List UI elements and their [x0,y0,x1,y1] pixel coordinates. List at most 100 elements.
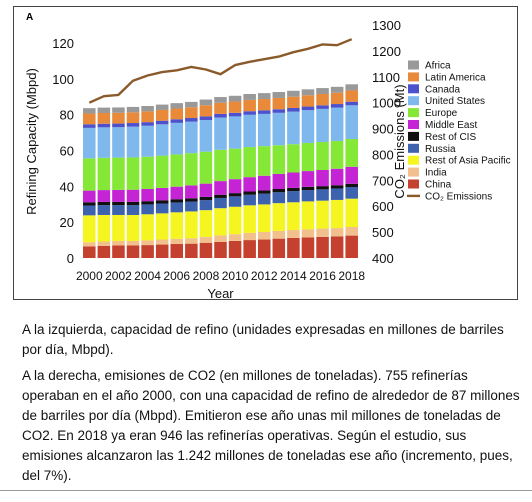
bar-segment [170,202,184,213]
bar-segment [287,202,300,231]
bar-segment [243,232,256,241]
bar-segment [170,238,184,245]
legend-label: China [425,180,452,191]
bar-segment [126,205,140,215]
bar-segment [243,114,256,148]
bar-segment [287,144,300,173]
bar-segment [185,101,198,108]
bar-segment [243,99,256,112]
bar-segment [243,205,256,233]
bar-segment [345,226,358,236]
bar-segment [243,111,256,115]
bar-segment [228,193,242,197]
bar-segment [126,245,140,258]
bar-segment [272,92,286,98]
bar-segment [287,191,300,203]
bar-segment [272,97,286,110]
bar-segment [155,203,169,214]
bar-segment [185,201,198,212]
bar-segment [97,113,111,124]
bar-segment [228,112,242,117]
bar-segment [97,157,111,191]
bar-segment [155,120,169,125]
bar-segment [97,190,111,202]
bar-segment [228,206,242,235]
x-tick: 2014 [280,269,307,283]
x-tick: 2010 [222,269,249,283]
y-tick-left: 80 [60,108,74,123]
x-tick: 2008 [193,269,220,283]
bar-segment [83,205,96,216]
bar-segment [316,189,329,201]
chart-figure: A 0 20 40 60 80 100 120 400 500 600 700 800 900 1000 11… [13,6,518,300]
y-tick-right: 1200 [372,44,401,59]
bar-segment [97,241,111,246]
bar-segment [214,113,227,118]
bar-segment [83,242,96,247]
legend-label: Middle East [425,120,477,131]
y-axis-left-label: Refining Capacity (Mbpd) [24,68,39,215]
bar-segment [330,185,344,189]
bar-segment [301,142,315,172]
bar-segment [243,191,256,195]
y-tick-right: 400 [372,251,394,266]
co2-emissions-line [88,38,353,104]
bar-segment [272,145,286,174]
bar-segment [272,238,286,258]
bar-segment [185,211,198,239]
bar-segment [243,94,256,100]
bar-segment [112,107,125,113]
bar-segment [155,109,169,121]
bar-segment [301,110,315,143]
bar-segment [155,200,169,204]
bar-segment [228,116,242,149]
bar-segment [287,237,300,258]
bar-segment [316,186,329,190]
bar-segment [83,124,96,128]
bar-segment [330,199,344,229]
bar-segment [345,138,358,167]
bar-segment [199,242,213,258]
bar-segment [301,89,315,96]
bar-segment [243,147,256,178]
bar-segment [316,169,329,187]
legend-label: Canada [425,84,460,95]
x-tick: 2012 [251,269,278,283]
bar-segment [272,192,286,204]
x-tick: 2016 [309,269,336,283]
x-tick: 2000 [76,269,103,283]
bar-segment [214,208,227,236]
bar-segment [199,99,213,106]
bar-segment [214,97,227,103]
y-tick-right: 1100 [372,70,400,85]
bar-segment [112,189,125,202]
bar-segment [97,205,111,215]
legend-swatch [408,167,419,177]
bar-segment [126,123,140,127]
bar-segment [214,194,227,198]
bar-segment [155,124,169,156]
bar-segment [199,210,213,238]
bar-segment [170,186,184,200]
bar-segment [185,118,198,122]
bar-segment [272,173,286,189]
bar-segment [287,107,300,112]
bar-segment [257,175,271,191]
bar-segment [272,203,286,231]
bar-segment [83,190,96,203]
bar-segment [141,214,154,241]
bar-segment [316,94,329,106]
legend-label: Africa [425,61,451,72]
bar-segment [155,239,169,245]
bar-segment [170,122,184,155]
legend-label: United States [425,96,485,107]
bar-segment [97,127,111,158]
bar-segment [287,96,300,108]
bar-segment [345,84,358,91]
bar-segment [345,101,358,106]
bar-segment [112,240,125,246]
caption-right-axis: A la derecha, emisiones de CO2 (en millo… [22,368,520,483]
x-tick: 2004 [134,269,161,283]
legend-label: Rest of CIS [425,132,476,143]
legend-swatch [408,120,419,129]
